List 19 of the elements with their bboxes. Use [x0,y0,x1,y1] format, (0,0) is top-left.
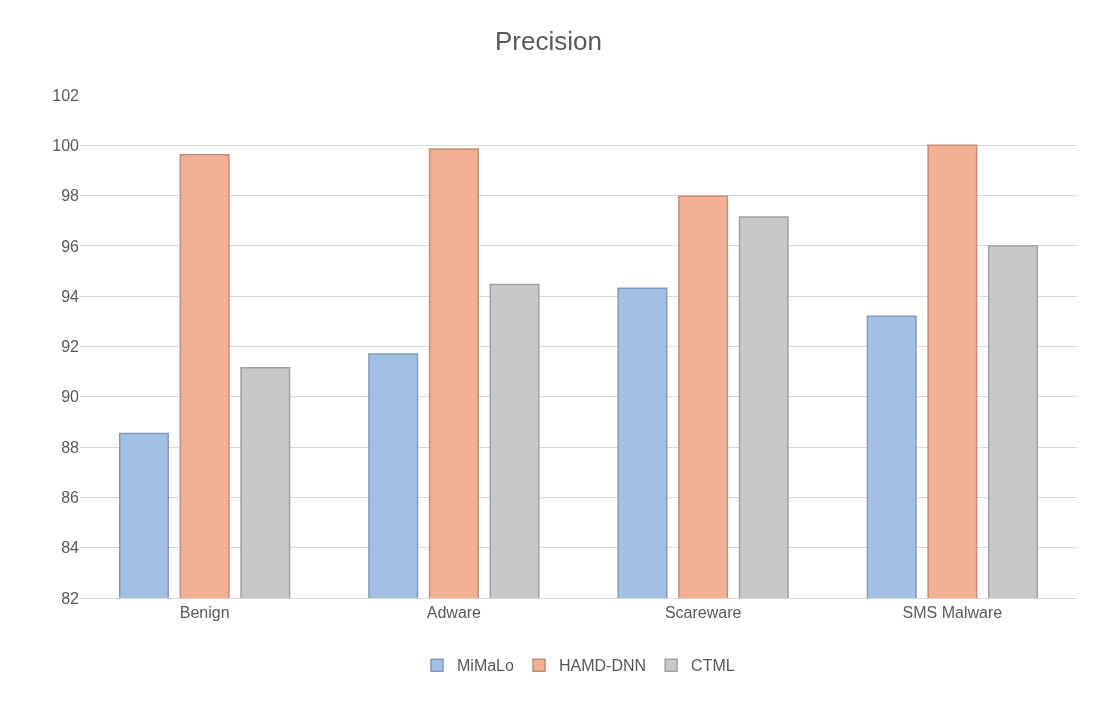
x-tick-label: Adware [426,604,482,622]
y-tick-label: 98 [61,187,80,205]
y-tick-label: 86 [61,489,80,506]
legend-label: HAMD-DNN [559,657,647,675]
y-tick-label: 100 [52,136,80,154]
y-tick-label: 96 [61,237,80,255]
legend-label: MiMaLo [457,657,515,675]
y-tick-label: 92 [61,338,80,356]
y-tick-label: 84 [61,539,80,557]
x-tick-label: Scareware [664,604,742,622]
y-tick-label: 82 [61,589,80,607]
y-tick-label: 88 [61,438,80,456]
y-tick-label: 90 [61,388,80,406]
chart-title: Precision [495,26,602,57]
y-tick-label: 102 [52,86,80,104]
y-tick-label: 94 [61,287,80,305]
x-tick-label: Benign [179,604,230,622]
x-tick-label: SMS Malware [902,604,1003,622]
legend-label: CTML [691,657,735,675]
